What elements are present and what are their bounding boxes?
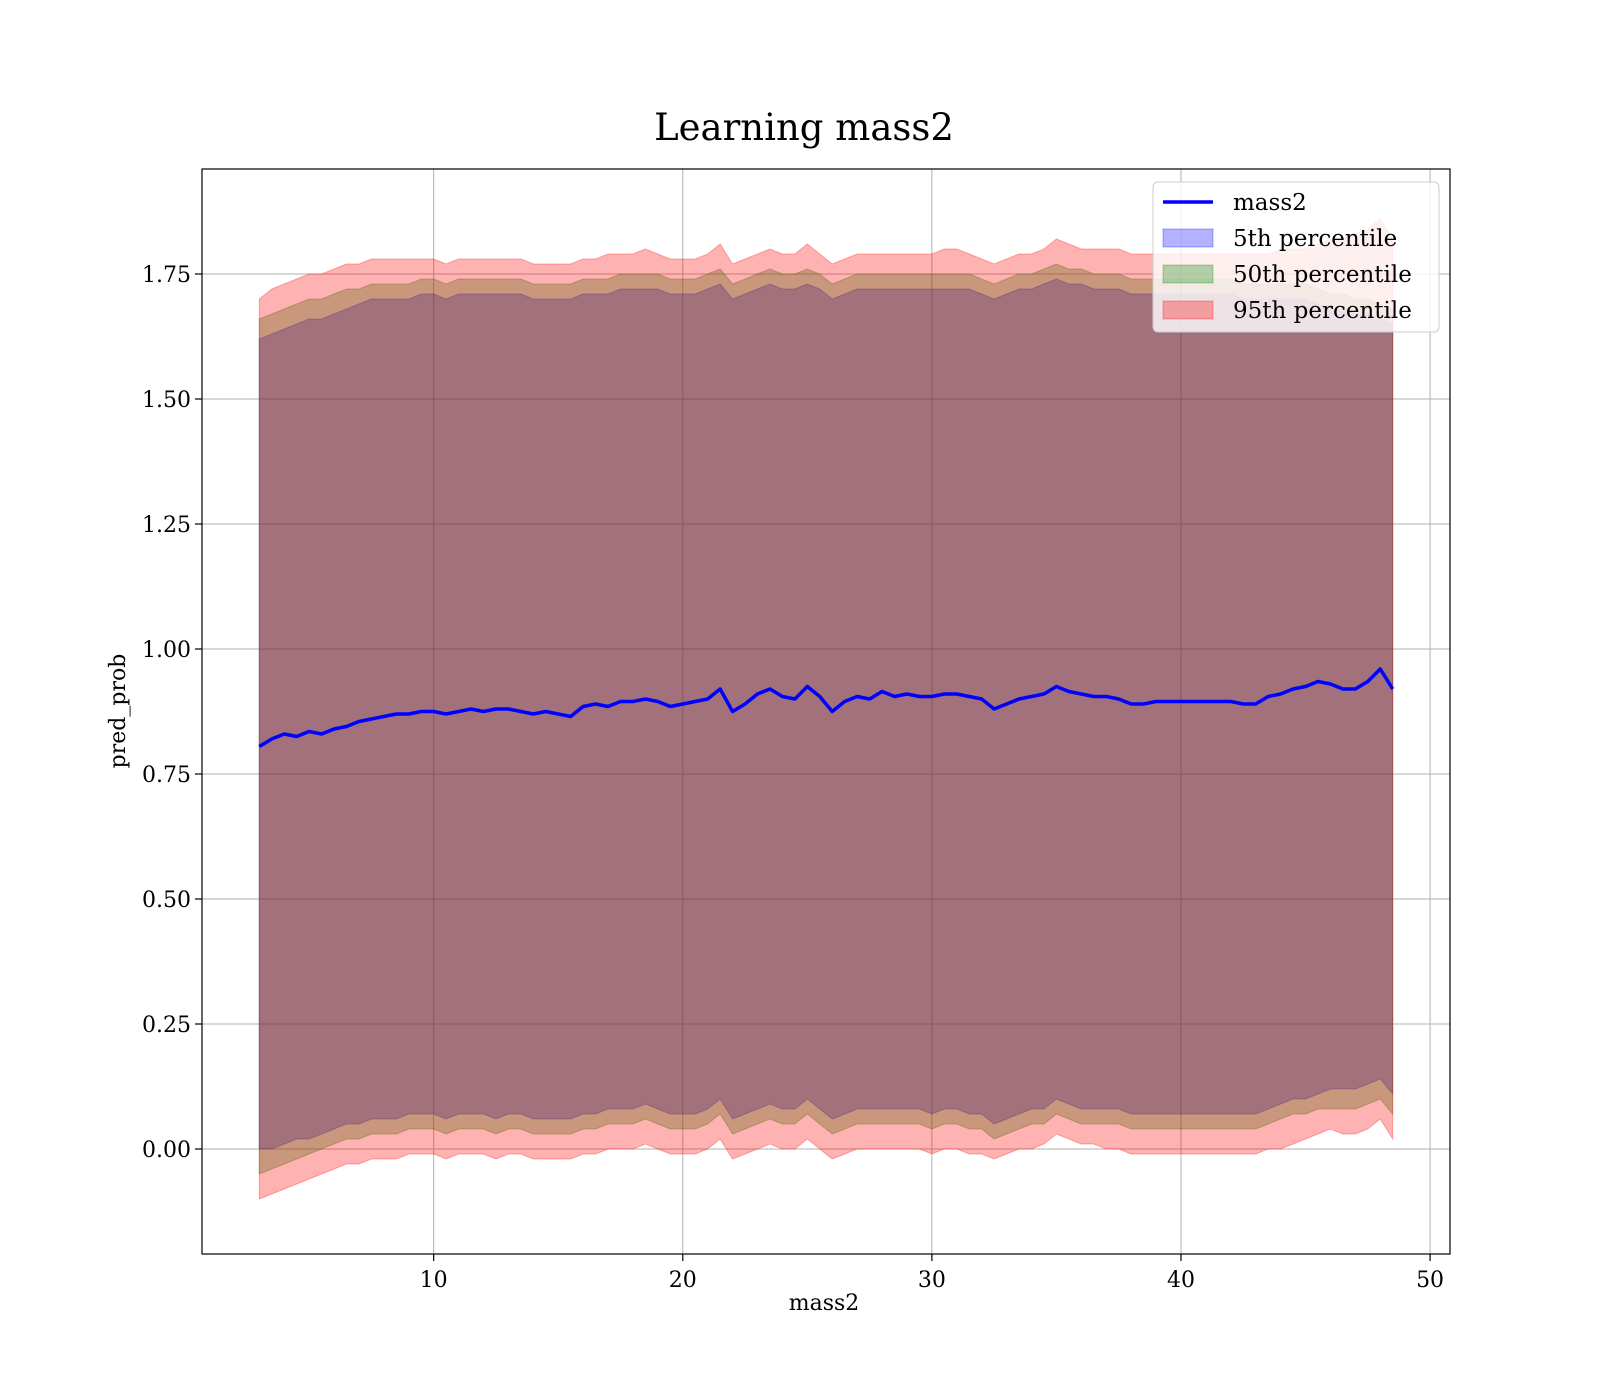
x-tick-label: 10 [420, 1268, 448, 1293]
band-5th-percentile [258, 278, 1394, 1150]
series-line-mass2 [258, 667, 1395, 748]
y-axis-label: pred_prob [106, 654, 131, 769]
x-tick-label: 30 [918, 1268, 946, 1293]
band-95th-percentile [258, 218, 1394, 1200]
legend-label: 95th percentile [1233, 298, 1412, 324]
y-tick-label: 0.50 [142, 888, 191, 913]
y-tick-label: 0.25 [142, 1013, 191, 1038]
legend-label: mass2 [1233, 190, 1307, 216]
plot-area: 10 20 30 40 50 0.00 0.25 0.50 0.75 1.00 1.25 1.50 1.… [142, 168, 1451, 1293]
legend-swatch-patch [1162, 300, 1214, 320]
x-tick-label: 50 [1416, 1268, 1444, 1293]
legend-box [1152, 181, 1440, 333]
legend: mass2 5th percentile 50th percentile 95th p… [1152, 181, 1440, 333]
x-tick-label: 40 [1167, 1268, 1195, 1293]
x-axis-label: mass2 [789, 1291, 860, 1316]
y-tick-label: 1.75 [142, 263, 191, 288]
plot-frame [201, 168, 1451, 1255]
legend-label: 50th percentile [1233, 262, 1412, 288]
legend-label: 5th percentile [1233, 226, 1397, 252]
y-tick-label: 1.50 [142, 388, 191, 413]
legend-swatch-patch [1162, 264, 1214, 284]
chart-title: Learning mass2 [654, 106, 954, 149]
x-tick-label: 20 [669, 1268, 697, 1293]
y-tick-label: 0.00 [142, 1138, 191, 1163]
legend-swatch-patch [1162, 228, 1214, 248]
y-tick-label: 1.25 [142, 513, 191, 538]
y-tick-label: 0.75 [142, 763, 191, 788]
band-50th-percentile [258, 263, 1394, 1175]
y-tick-label: 1.00 [142, 638, 191, 663]
